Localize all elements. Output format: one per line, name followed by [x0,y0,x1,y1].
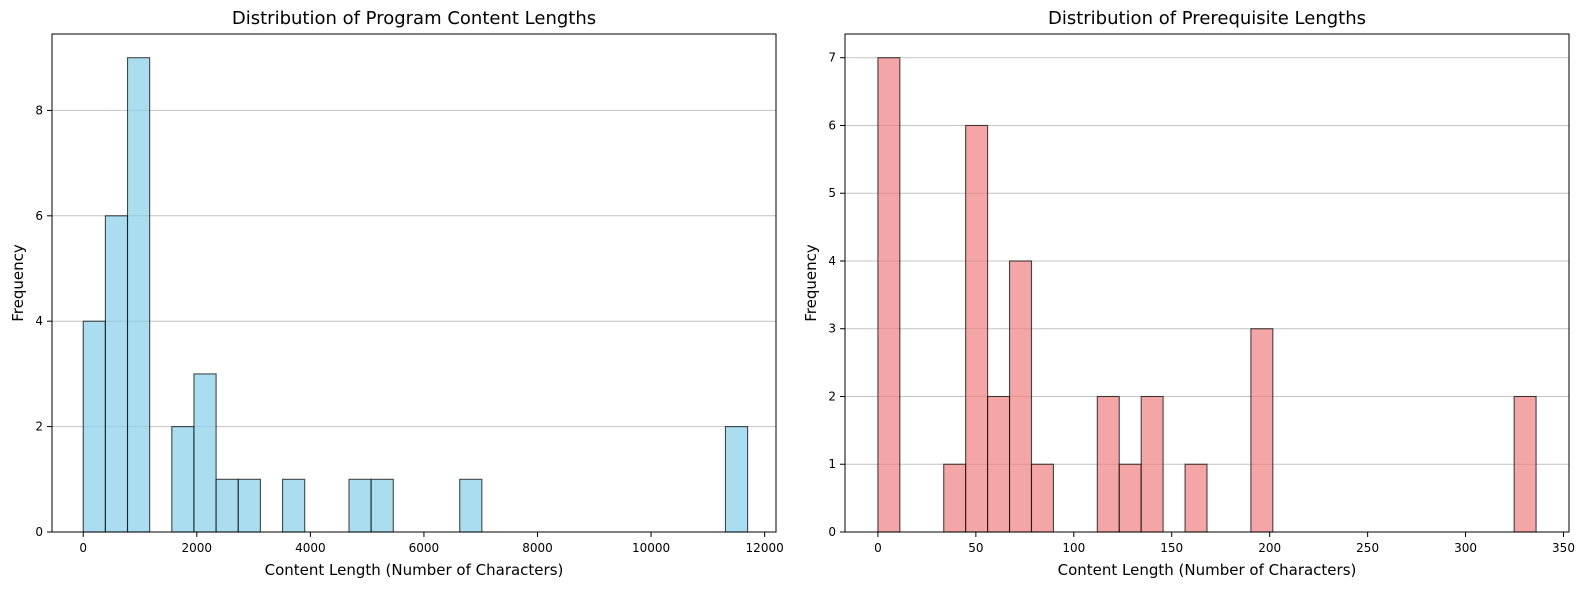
histogram-bar [1096,395,1120,533]
histogram-bar [1513,395,1537,533]
histogram-bar [370,478,394,533]
histogram-bar [281,478,306,533]
x-tick-label: 2000 [182,541,213,555]
histogram-bar [1030,463,1054,533]
histogram-bar [82,320,106,533]
chart-title: Distribution of Program Content Lengths [232,8,596,29]
histogram-bar [1140,395,1164,533]
x-tick-label: 12000 [746,541,784,555]
y-tick-label: 5 [828,186,836,200]
y-tick-label: 6 [828,118,836,132]
histogram-bar [987,395,1011,533]
x-axis-label: Content Length (Number of Characters) [265,561,564,579]
histogram-bar [215,478,239,533]
x-tick-label: 4000 [295,541,326,555]
histogram-bar [1118,463,1142,533]
histogram-bar [193,373,217,533]
x-tick-label: 8000 [522,541,553,555]
x-tick-label: 6000 [409,541,440,555]
chart-title: Distribution of Prerequisite Lengths [1048,8,1366,29]
histogram-bar [237,478,261,533]
prerequisite-lengths-chart: 0 50 100 150 200 250 300 350 0 1 2 3 4 5 6 7 Distributio… [802,8,1575,579]
y-tick-label: 2 [35,420,43,434]
x-tick-label: 50 [968,541,983,555]
y-tick-label: 3 [828,322,836,336]
histogram-bar [348,478,372,533]
histogram-bar [965,124,989,533]
y-tick-label: 2 [828,389,836,403]
histogram-bar [1184,463,1208,533]
y-tick-label: 4 [828,254,836,268]
x-tick-label: 0 [874,541,882,555]
y-tick-label: 7 [828,51,836,65]
y-tick-label: 4 [35,314,43,328]
histogram-bar [171,426,195,533]
histogram-bar [1250,328,1274,533]
histogram-bar [459,478,483,533]
y-axis-label: Frequency [802,244,820,322]
x-tick-label: 10000 [632,541,670,555]
y-tick-label: 8 [35,103,43,117]
histogram-bar [104,215,129,533]
histogram-bar [877,57,901,533]
x-tick-label: 0 [79,541,87,555]
axes-frame [51,33,777,533]
x-tick-label: 250 [1356,541,1379,555]
y-tick-label: 1 [828,457,836,471]
y-tick-label: 6 [35,209,43,223]
histogram-bar [126,57,151,533]
x-tick-label: 150 [1160,541,1183,555]
axes-frame [844,33,1570,533]
x-tick-label: 200 [1258,541,1281,555]
x-tick-label: 100 [1062,541,1085,555]
histogram-bar [1008,260,1033,533]
x-axis-label: Content Length (Number of Characters) [1058,561,1357,579]
y-tick-label: 0 [35,525,43,539]
x-tick-label: 300 [1454,541,1477,555]
program-content-lengths-chart: 0 2000 4000 6000 8000 10000 12000 0 2 4 6 8 Distribu… [9,8,784,579]
y-axis-label: Frequency [9,244,27,322]
x-tick-label: 350 [1552,541,1575,555]
histogram-bar [943,463,967,533]
y-tick-label: 0 [828,525,836,539]
histogram-bar [724,426,749,533]
